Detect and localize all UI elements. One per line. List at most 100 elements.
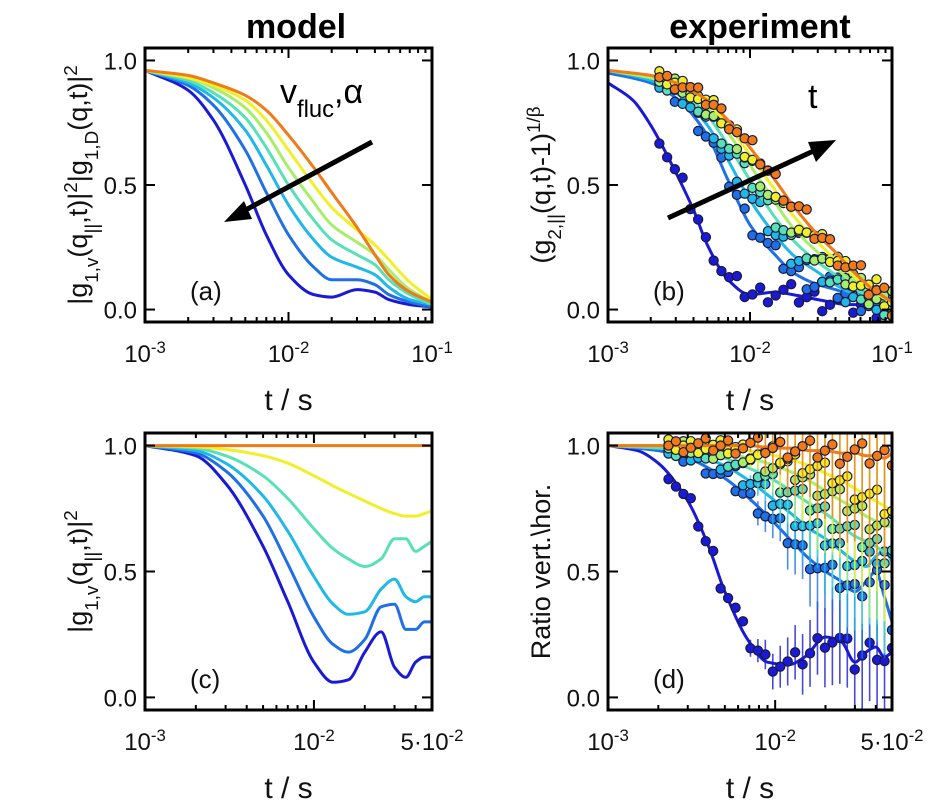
point-b-1 — [824, 299, 836, 311]
series-a-2-line — [145, 68, 432, 309]
x-tick-label-d: 10-3 — [587, 726, 629, 757]
plot-area-a — [145, 68, 432, 309]
point-b-1 — [817, 305, 828, 317]
point-b-7 — [801, 204, 812, 215]
point-d-1 — [767, 666, 778, 677]
y-tick-label-a: 0.5 — [104, 173, 137, 200]
x-tick-label-b: 10-1 — [871, 338, 913, 369]
x-tick-label-c: 10-3 — [124, 726, 166, 757]
y-axis-label-a: |g1,v(q||,t)|2|g1,D(q,t)|2 — [61, 65, 103, 305]
point-d-7 — [782, 452, 793, 463]
trend-arrowhead-a — [224, 201, 252, 222]
trend-arrowhead-b — [808, 140, 836, 162]
panel-b: 10-3 10-2 10-1 0.0 0.5 1.0 t / s (g2,||(q,t)-1)… — [524, 46, 913, 417]
point-d-7 — [812, 452, 823, 463]
point-d-7 — [849, 444, 860, 455]
plot-area-d — [608, 433, 892, 710]
panel-label-a: (a) — [190, 276, 222, 306]
trend-arrow-a — [238, 139, 374, 216]
point-b-7 — [716, 103, 727, 114]
point-d-1 — [804, 648, 816, 659]
point-d-1 — [782, 656, 793, 667]
y-tick-label-c: 0.5 — [104, 560, 137, 587]
annotation-t: t — [808, 78, 818, 116]
point-b-1 — [754, 282, 766, 293]
point-d-7 — [804, 435, 816, 446]
point-b-7 — [778, 195, 789, 206]
point-b-2 — [809, 281, 820, 293]
point-b-1 — [731, 270, 743, 282]
point-d-7 — [685, 442, 697, 454]
point-d-7 — [871, 450, 883, 462]
point-b-2 — [770, 240, 781, 251]
point-b-1 — [692, 214, 704, 225]
point-d-7 — [827, 439, 838, 450]
series-a-4-line — [145, 68, 432, 306]
x-tick-label-a: 10-2 — [268, 338, 310, 369]
point-b-7 — [731, 126, 743, 138]
panel-d: 10-3 10-2 5·10-2 0.0 0.5 1.0 t / s Ratio vert.\… — [526, 431, 923, 805]
point-b-1 — [661, 152, 673, 163]
series-c-3-line — [145, 444, 432, 616]
point-d-1 — [722, 592, 734, 604]
point-d-1 — [670, 481, 682, 492]
series-a-6-line — [145, 68, 432, 301]
point-d-1 — [775, 661, 786, 672]
point-b-1 — [677, 172, 688, 183]
x-tick-label-b: 10-3 — [587, 338, 629, 369]
series-c-4-line — [145, 444, 432, 569]
point-d-7 — [789, 446, 801, 457]
point-d-1 — [789, 647, 801, 658]
point-d-7 — [737, 443, 749, 454]
point-b-1 — [716, 265, 727, 277]
point-b-2 — [855, 305, 867, 317]
plot-area-b — [608, 66, 892, 322]
point-b-5 — [754, 181, 766, 192]
panel-label-b: (b) — [653, 276, 685, 306]
x-axis-label-a: t / s — [264, 384, 312, 417]
x-axis-label-b: t / s — [726, 384, 774, 417]
point-d-7 — [745, 437, 756, 449]
y-tick-label-d: 1.0 — [567, 434, 600, 461]
point-d-1 — [730, 602, 741, 613]
point-b-1 — [747, 289, 758, 300]
x-tick-label-d: 10-2 — [754, 726, 796, 757]
y-tick-label-a: 1.0 — [104, 48, 137, 75]
y-tick-label-c: 1.0 — [104, 434, 137, 461]
x-axis-label-c: t / s — [264, 772, 312, 805]
point-d-7 — [819, 445, 831, 456]
point-b-2 — [692, 125, 704, 137]
y-tick-label-b: 0.5 — [567, 173, 600, 200]
y-axis-label-c: |g1,v(q||,t)|2 — [61, 510, 103, 633]
point-b-7 — [863, 289, 874, 300]
y-tick-label-a: 0.0 — [104, 298, 137, 325]
point-b-1 — [654, 138, 665, 149]
point-d-7 — [670, 436, 682, 447]
point-d-7 — [879, 444, 890, 456]
point-b-5 — [708, 110, 719, 122]
series-c-2-line — [145, 444, 432, 654]
trend-arrow-b — [666, 145, 822, 221]
point-b-2 — [832, 292, 843, 304]
series-a-1-line — [145, 69, 432, 309]
point-b-2 — [739, 203, 750, 214]
point-d-7 — [856, 438, 868, 449]
point-d-1 — [797, 659, 808, 670]
y-tick-label-d: 0.0 — [567, 685, 600, 712]
point-d-1 — [819, 642, 831, 653]
point-b-1 — [785, 278, 797, 290]
point-d-1 — [715, 583, 726, 594]
point-d-7 — [767, 442, 778, 454]
point-b-1 — [708, 255, 719, 266]
annotation-vfluc-alpha: vfluc,α — [280, 73, 363, 123]
point-d-1 — [685, 492, 697, 504]
point-d-7 — [715, 440, 726, 451]
panel-a: 10-3 10-2 10-1 0.0 0.5 1.0 t / s |g1,v(q||,t)|2… — [61, 46, 453, 417]
point-d-7 — [760, 447, 771, 459]
panel-label-c: (c) — [190, 664, 220, 694]
point-d-7 — [797, 440, 808, 452]
y-axis-label-d: Ratio vert.\hor. — [526, 484, 556, 660]
point-b-7 — [692, 82, 704, 93]
point-d-7 — [864, 458, 875, 469]
